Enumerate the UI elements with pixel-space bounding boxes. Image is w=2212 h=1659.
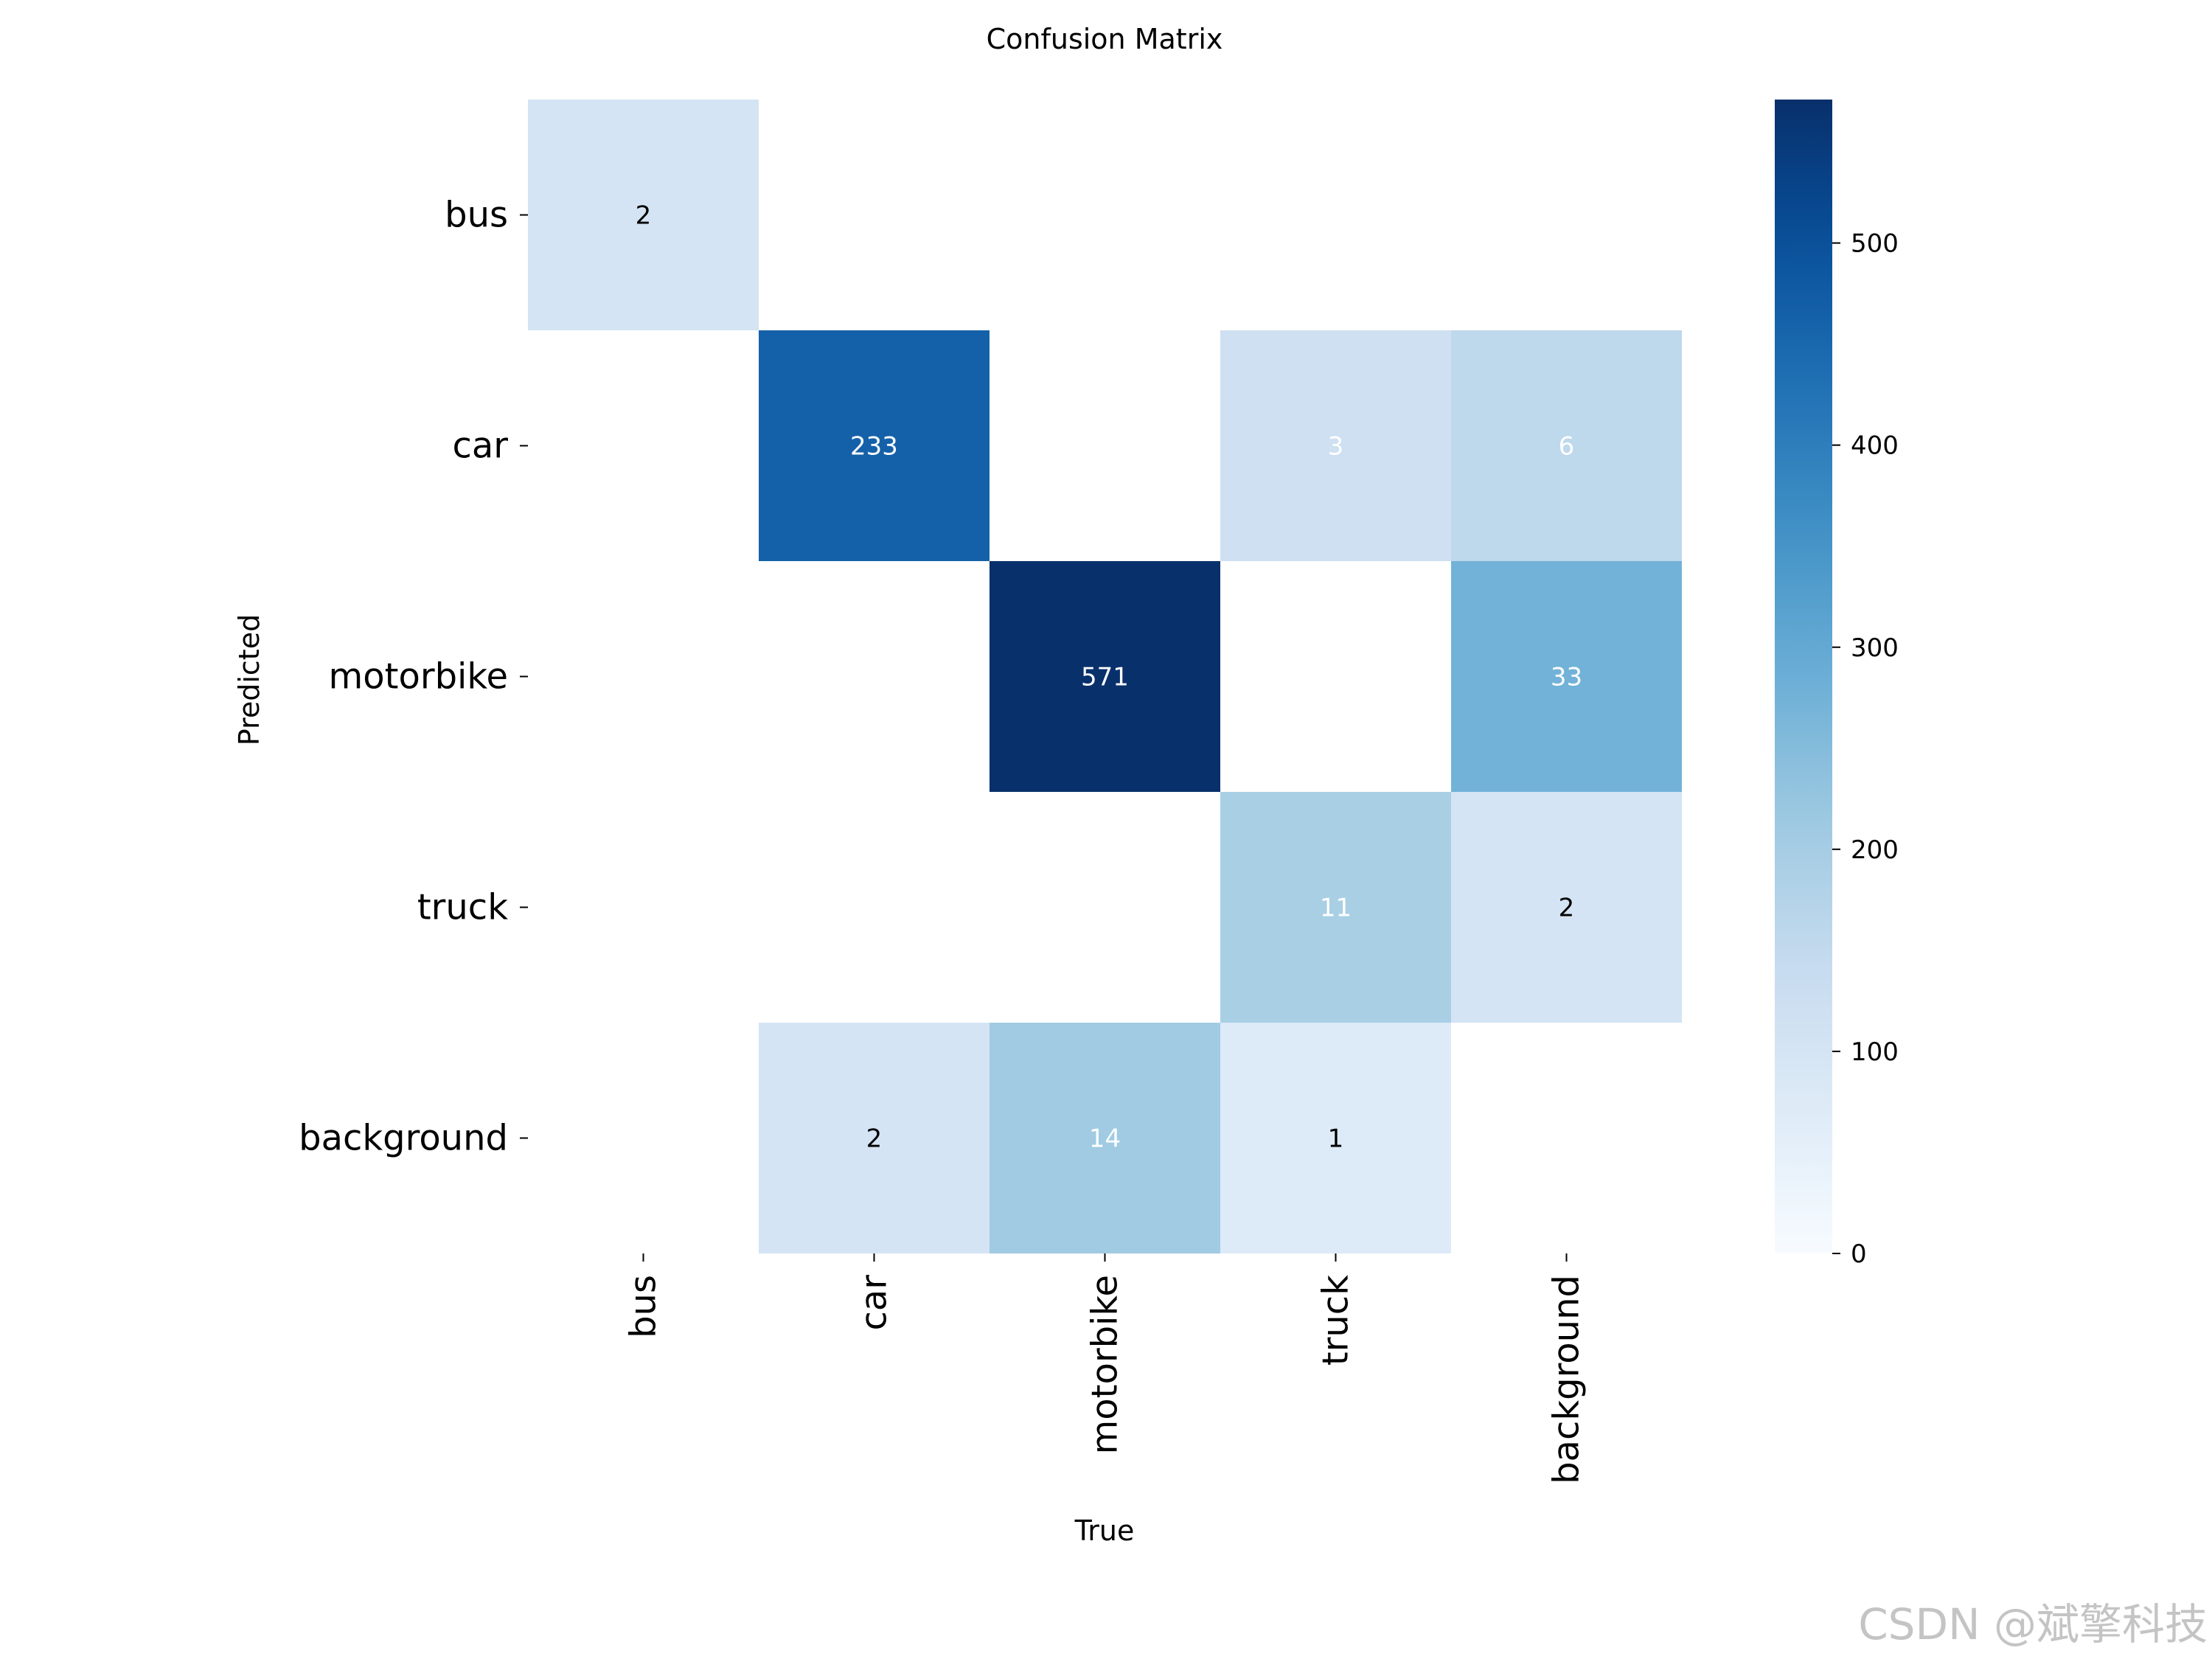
chart-title: Confusion Matrix	[987, 23, 1223, 55]
heatmap-cell-background-motorbike	[990, 1023, 1220, 1253]
cell-value-label: 2	[1559, 894, 1575, 923]
cell-value-label: 2	[636, 201, 652, 231]
cell-value-label: 233	[850, 432, 898, 462]
heatmap-cell-truck-background	[1451, 792, 1682, 1023]
x-tick-label: car	[854, 1275, 895, 1331]
y-tick-label: truck	[417, 887, 508, 928]
colorbar-tick-label: 200	[1851, 835, 1899, 865]
x-tick-label: bus	[623, 1275, 664, 1338]
watermark: CSDN @斌擎科技	[1858, 1599, 2208, 1649]
heatmap-cell-motorbike-motorbike	[990, 561, 1220, 792]
y-tick-label: motorbike	[329, 656, 508, 698]
heatmap-cell-bus-bus	[528, 100, 759, 330]
cell-value-label: 33	[1551, 663, 1582, 692]
colorbar-tick-label: 400	[1851, 431, 1899, 461]
colorbar-tick-label: 100	[1851, 1037, 1899, 1067]
heatmap-cell-car-car	[759, 330, 990, 561]
heatmap-cell-car-truck	[1220, 330, 1451, 561]
heatmap-cell-background-truck	[1220, 1023, 1451, 1253]
colorbar-tick-label: 300	[1851, 633, 1899, 663]
colorbar-tick-label: 0	[1851, 1239, 1867, 1269]
cell-value-label: 2	[866, 1124, 883, 1154]
x-axis: bus car motorbike truck background	[623, 1253, 1587, 1484]
y-axis-label: Predicted	[233, 614, 265, 745]
cell-value-label: 6	[1559, 432, 1575, 462]
heatmap-cell-truck-truck	[1220, 792, 1451, 1023]
heatmap-cell-background-car	[759, 1023, 990, 1253]
y-tick-label: background	[299, 1118, 508, 1159]
y-tick-label: car	[452, 425, 508, 467]
cell-value-label: 14	[1089, 1124, 1121, 1154]
y-tick-label: bus	[445, 195, 508, 236]
x-tick-label: motorbike	[1085, 1275, 1126, 1454]
x-tick-label: truck	[1315, 1275, 1357, 1366]
colorbar-gradient	[1775, 100, 1832, 1253]
heatmap-cell-car-background	[1451, 330, 1682, 561]
y-axis: bus car motorbike truck background	[299, 195, 528, 1159]
cell-value-label: 1	[1328, 1124, 1344, 1154]
heatmap-cell-motorbike-background	[1451, 561, 1682, 792]
colorbar-tick-label: 500	[1851, 229, 1899, 259]
x-axis-label: True	[1074, 1514, 1135, 1547]
heatmap-cell-labels: 2 233 3 6 571 33 11 2 2 14 1	[636, 201, 1582, 1154]
colorbar: 0 100 200 300 400 500	[1775, 100, 1899, 1269]
cell-value-label: 3	[1328, 432, 1344, 462]
heatmap-cells	[528, 100, 1682, 1253]
cell-value-label: 571	[1081, 663, 1129, 692]
cell-value-label: 11	[1320, 894, 1352, 923]
x-tick-label: background	[1546, 1275, 1587, 1484]
